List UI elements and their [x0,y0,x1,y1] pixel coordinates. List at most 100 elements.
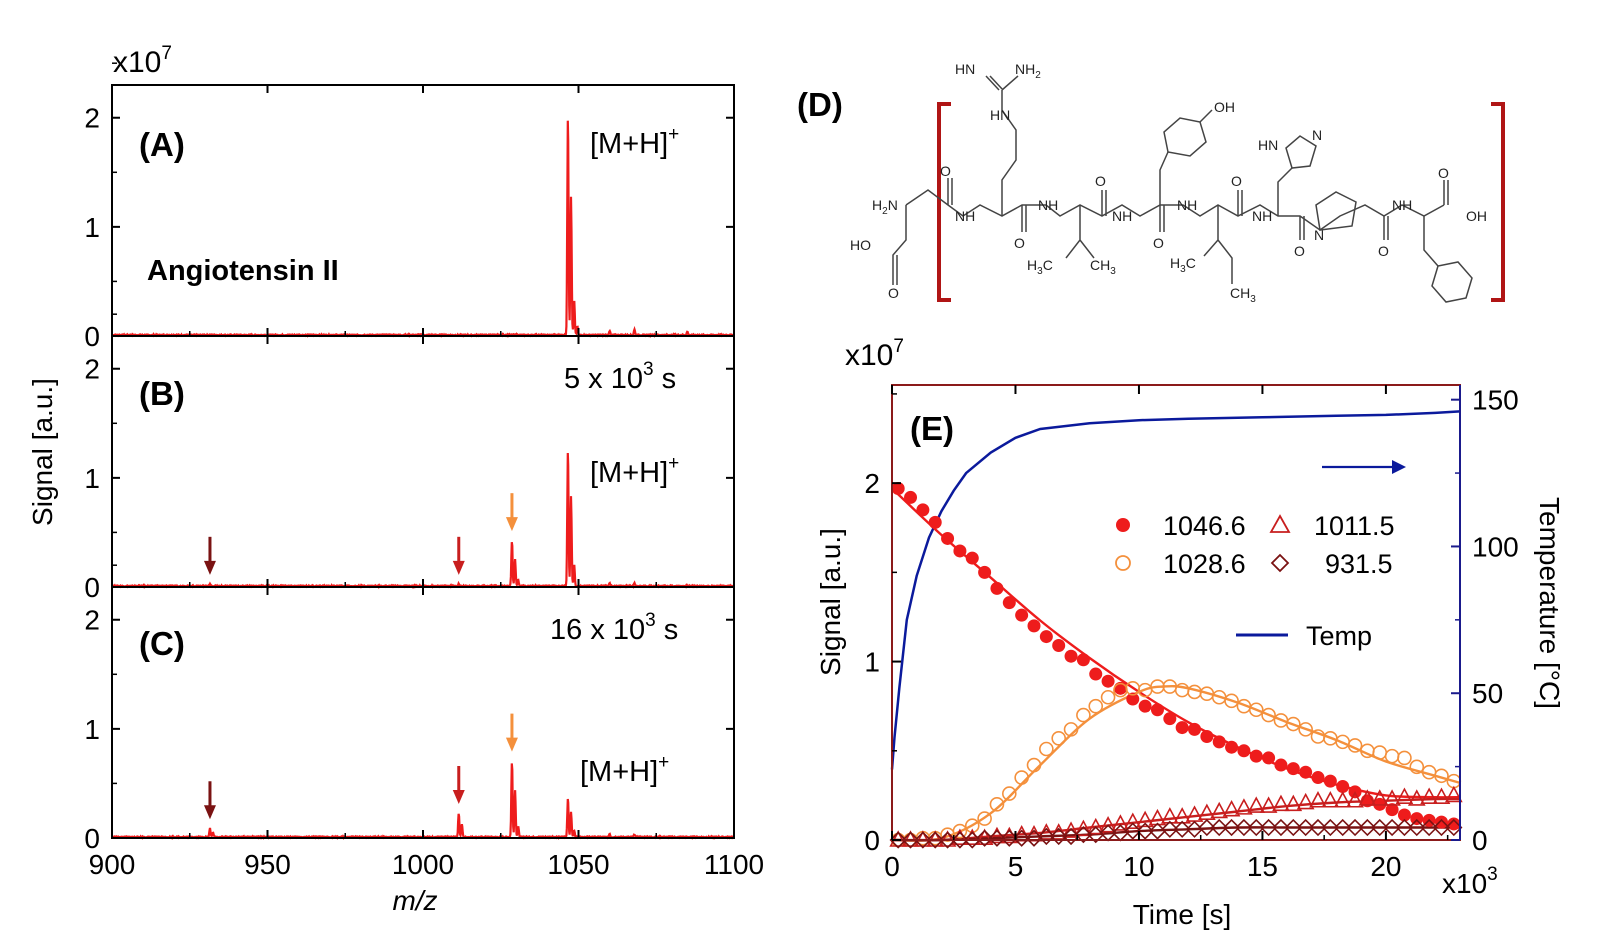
data-point-1011.5-42 [1407,789,1426,806]
asp-side-chain [892,205,907,285]
data-point-1046.6-17 [1101,674,1115,688]
tyr-ring [1163,117,1207,157]
data-point-931.5-45 [1445,818,1463,837]
data-point-931.5-22 [1161,820,1179,838]
data-point-931.5-38 [1358,818,1377,837]
data-point-931.5-12 [1037,827,1055,846]
arrow-head-c-1011.5 [452,789,465,804]
panel-b-ion-label: [M+H]+ [590,453,679,489]
data-point-1046.6-27 [1225,740,1239,754]
atom-label-ile-ch3-bottom: CH3 [1230,285,1256,305]
data-point-931.5-0 [889,831,907,849]
data-point-1046.6-41 [1397,808,1411,822]
y-tick-label-a-1: 1 [84,212,100,243]
data-point-1046.6-40 [1385,803,1399,817]
data-point-1011.5-40 [1383,789,1401,806]
data-point-1046.6-8 [990,581,1004,595]
kin-x-tick-label-0: 0 [884,851,900,882]
data-point-1046.6-11 [1027,619,1041,633]
data-point-1011.5-41 [1395,787,1414,804]
data-point-1046.6-22 [1163,712,1177,726]
kin-y2-tick-label-0: 0 [1472,825,1488,856]
panel-b: (B) 5 x 103 s [M+H]+ [111,335,735,590]
tyr-hydroxyl-bond [1199,109,1213,123]
x-tick-label-1000: 1000 [392,849,454,880]
data-point-1028.6-30 [1261,707,1276,723]
data-point-931.5-43 [1420,818,1438,837]
y-tick-label-b-0: 0 [84,572,100,603]
atom-label-guanidine-nh2: NH2 [1015,61,1041,81]
kin-y-tick-label-1: 1 [864,647,880,678]
atom-label-carbonyl-o-6: O [1294,243,1305,259]
atom-label-val-ch3-right: CH3 [1090,257,1116,277]
data-point-931.5-25 [1198,818,1216,837]
atom-label-nh-3: NH [1112,208,1132,224]
data-point-1046.6-9 [1002,596,1016,610]
arrow-head-b-1028.6 [505,517,518,532]
data-point-1046.6-45 [1447,817,1461,831]
data-point-1028.6-39 [1372,745,1388,760]
data-point-1028.6-12 [1039,741,1054,757]
data-point-1028.6-32 [1286,716,1301,732]
x-tick-label-1100: 1100 [704,849,764,880]
data-point-1011.5-39 [1370,789,1389,806]
data-point-1028.6-10 [1014,770,1029,785]
data-point-931.5-31 [1272,818,1290,837]
spectra-arrows [203,493,518,820]
kin-x-tick-label-15: 15 [1247,851,1278,882]
data-point-931.5-34 [1309,818,1327,837]
y-tick-label-c-1: 1 [84,714,100,745]
legend-marker-1046 [1116,518,1130,532]
repeat-bracket-left [937,102,951,302]
y-tick-label-a-0: 0 [84,321,100,352]
y-tick-label-b-1: 1 [84,463,100,494]
data-point-1028.6-7 [977,811,992,826]
data-point-931.5-40 [1383,818,1401,837]
atom-label-nh-2: NH [1038,197,1058,213]
data-point-1011.5-15 [1074,819,1093,837]
data-point-1028.6-33 [1298,722,1313,737]
panel-b-time-label: 5 x 103 s [564,359,676,395]
kinetics-x-multiplier: x103 [1442,864,1498,899]
data-point-1046.6-0 [891,481,905,495]
val-side-chain [1065,205,1095,259]
data-point-1046.6-19 [1126,692,1140,706]
atom-labels: H2N HO O O NH O NH O NH O NH O NH O N O … [850,61,1487,305]
kinetics-multiplier: x107 [845,336,904,372]
data-point-1011.5-31 [1272,794,1290,812]
atom-label-carbonyl-o-8: O [1438,165,1449,181]
data-point-1046.6-26 [1212,735,1226,749]
data-point-1011.5-44 [1432,787,1451,804]
atom-label-carbonyl-o-5: O [1231,173,1242,189]
peptide-backbone [905,189,1445,231]
data-point-1046.6-30 [1262,751,1276,765]
atom-label-carbonyl-o-1: O [940,163,951,179]
data-point-1011.5-28 [1235,798,1253,815]
panel-d-label: (D) [797,86,843,123]
carbonyl-4 [1159,205,1165,232]
data-point-1046.6-1 [904,490,918,504]
kinetics-data [889,410,1463,849]
data-point-931.5-19 [1124,822,1142,840]
data-point-1046.6-23 [1175,721,1189,735]
data-point-1028.6-29 [1248,702,1264,718]
carbonyl-5 [1237,190,1243,216]
data-point-931.5-23 [1173,820,1191,838]
data-point-931.5-3 [926,831,944,849]
kin-y2-tick-label-150: 150 [1472,385,1519,416]
data-point-1046.6-36 [1336,779,1350,793]
data-point-931.5-20 [1136,822,1154,840]
data-point-1046.6-4 [941,531,955,545]
data-point-931.5-7 [975,829,994,847]
data-point-1046.6-16 [1089,667,1103,681]
data-point-931.5-29 [1247,818,1265,837]
atom-label-hn-arg: HN [990,107,1010,123]
data-point-931.5-10 [1013,829,1031,847]
spectra-multiplier: x107 [113,43,172,79]
data-point-931.5-41 [1395,818,1414,837]
data-point-1046.6-10 [1015,608,1029,622]
kin-x-tick-label-5: 5 [1008,851,1024,882]
data-point-1046.6-35 [1323,774,1337,788]
data-point-1046.6-25 [1200,730,1214,744]
